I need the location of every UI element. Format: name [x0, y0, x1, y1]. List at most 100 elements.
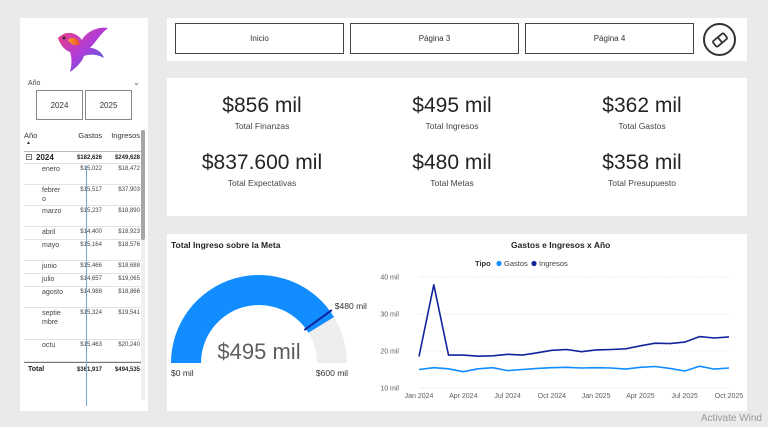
x-tick-label: Jul 2025 — [671, 393, 698, 400]
y-tick-label: 30 mil — [380, 312, 399, 319]
kpi-total-expectativas: $837.600 mil Total Expectativas — [167, 151, 357, 188]
month-ingresos: $18,472 — [118, 166, 140, 172]
nav-pagina-3-button[interactable]: Página 3 — [350, 23, 519, 54]
gauge-min-label: $0 mil — [171, 368, 194, 378]
x-tick-label: Oct 2024 — [538, 393, 567, 400]
collapse-icon[interactable]: − — [26, 154, 32, 160]
kpi-total-presupuesto: $358 mil Total Presupuesto — [547, 151, 737, 188]
total-row-gastos: $361,917 — [76, 366, 102, 373]
series-line-ingresos — [418, 284, 730, 357]
matrix-month-row: enero $15,022 $18,472 — [24, 164, 142, 185]
navigation-bar: Inicio Página 3 Página 4 — [167, 18, 747, 61]
gauge-target-marker — [303, 309, 333, 331]
header-ingresos[interactable]: Ingresos — [111, 131, 140, 140]
kpi-label: Total Metas — [430, 178, 474, 188]
matrix-total-row: Total $361,917 $494,535 — [24, 362, 142, 376]
month-gastos: $15,517 — [80, 187, 102, 193]
x-tick-label: Jan 2024 — [405, 393, 434, 400]
x-tick-label: Apr 2024 — [449, 393, 478, 400]
kpi-total-metas: $480 mil Total Metas — [357, 151, 547, 188]
kpi-total-gastos: $362 mil Total Gastos — [547, 94, 737, 131]
matrix-header-row: Año ▲ Gastos Ingresos — [24, 130, 142, 152]
x-tick-label: Oct 2025 — [715, 393, 743, 400]
sidebar-panel: Año ⌄ 2024 2025 Año ▲ Gastos Ingresos − … — [20, 18, 148, 411]
gauge-value-label: $495 mil — [217, 339, 300, 364]
month-gastos: $15,463 — [80, 342, 102, 348]
kpi-label: Total Ingresos — [425, 121, 479, 131]
month-label: marzo — [42, 208, 62, 215]
gauge-value-arc[interactable] — [171, 275, 335, 363]
month-gastos: $14,988 — [80, 289, 102, 295]
matrix-scrollbar-track[interactable] — [141, 130, 145, 400]
kpi-value: $837.600 mil — [201, 151, 323, 174]
matrix-month-row: septiembre $15,324 $19,541 — [24, 308, 142, 340]
month-gastos: $15,237 — [80, 208, 102, 214]
month-ingresos: $37,903 — [118, 187, 140, 193]
month-label: agosto — [42, 289, 64, 296]
month-label: febrero — [42, 187, 61, 203]
line-chart-x-axis: Jan 2024 Apr 2024 Jul 2024 Oct 2024 Jan 2025… — [405, 393, 743, 400]
chevron-down-icon[interactable]: ⌄ — [133, 78, 140, 87]
line-chart[interactable]: Tipo Gastos Ingresos 10 mil 20 mil 30 mil 40 … — [377, 254, 743, 409]
x-tick-label: Apr 2025 — [626, 393, 655, 400]
month-label: enero — [42, 166, 60, 173]
y-tick-label: 10 mil — [380, 386, 399, 393]
matrix-month-row: junio $15,466 $18,688 — [24, 261, 142, 274]
matrix-month-rows: enero $15,022 $18,472 febrero $15,517 $37,903… — [24, 164, 142, 362]
month-gastos: $14,400 — [80, 229, 102, 235]
month-label: mayo — [42, 242, 60, 249]
gauge-chart-title: Total Ingreso sobre la Meta — [171, 240, 281, 250]
charts-panel: Total Ingreso sobre la Meta $495 mil $0 … — [167, 234, 747, 411]
month-ingresos: $19,065 — [118, 276, 140, 282]
matrix-month-row: agosto $14,988 $18,866 — [24, 287, 142, 308]
kpi-value: $856 mil — [222, 94, 302, 117]
month-label: junio — [42, 263, 57, 270]
total-row-ingresos: $494,535 — [114, 366, 140, 373]
kpi-cards-panel: $856 mil Total Finanzas $495 mil Total I… — [167, 78, 747, 216]
line-chart-series — [418, 284, 730, 373]
month-ingresos: $19,541 — [118, 310, 140, 316]
matrix-month-row: abril $14,400 $18,923 — [24, 227, 142, 240]
month-ingresos: $18,923 — [118, 229, 140, 235]
month-label: abril — [42, 229, 56, 236]
gauge-chart[interactable]: $495 mil $0 mil $600 mil $480 mil — [167, 254, 377, 404]
month-gastos: $15,022 — [80, 166, 102, 172]
line-chart-title: Gastos e Ingresos x Año — [511, 240, 611, 250]
year-row-label: 2024 — [36, 153, 54, 162]
kpi-value: $362 mil — [602, 94, 682, 117]
legend-ingresos-marker — [531, 260, 537, 267]
matrix-year-row: − 2024 $182,626 $249,628 — [24, 152, 142, 164]
year-row-gastos: $182,626 — [76, 154, 102, 161]
matrix-scrollbar-thumb[interactable] — [141, 130, 145, 240]
line-chart-y-axis: 10 mil 20 mil 30 mil 40 mil — [380, 275, 399, 393]
month-ingresos: $20,240 — [118, 342, 140, 348]
header-gastos[interactable]: Gastos — [78, 131, 102, 140]
matrix-month-row: julio $14,657 $19,065 — [24, 274, 142, 287]
y-tick-label: 20 mil — [380, 349, 399, 356]
matrix-month-row: marzo $15,237 $18,890 — [24, 206, 142, 227]
clear-filters-eraser-icon[interactable] — [703, 23, 736, 56]
month-ingresos: $18,576 — [118, 242, 140, 248]
month-ingresos: $18,688 — [118, 263, 140, 269]
year-slicer-title: Año — [28, 80, 41, 87]
legend-gastos-marker — [496, 260, 502, 267]
y-tick-label: 40 mil — [380, 275, 399, 282]
year-row-ingresos: $249,628 — [114, 154, 140, 161]
month-ingresos: $18,866 — [118, 289, 140, 295]
x-tick-label: Jul 2024 — [494, 393, 521, 400]
month-label: julio — [42, 276, 55, 283]
header-year[interactable]: Año — [24, 131, 38, 140]
x-tick-label: Jan 2025 — [582, 393, 611, 400]
nav-pagina-4-button[interactable]: Página 4 — [525, 23, 694, 54]
matrix-month-row: febrero $15,517 $37,903 — [24, 185, 142, 206]
year-2024-button[interactable]: 2024 — [36, 90, 83, 120]
gauge-target-label: $480 mil — [335, 301, 367, 311]
nav-inicio-button[interactable]: Inicio — [175, 23, 344, 54]
year-2025-button[interactable]: 2025 — [85, 90, 132, 120]
kpi-value: $495 mil — [412, 94, 492, 117]
phoenix-logo-icon — [58, 27, 108, 72]
kpi-label: Total Expectativas — [227, 178, 297, 188]
line-chart-legend: Tipo Gastos Ingresos — [475, 259, 568, 268]
legend-ingresos-label: Ingresos — [539, 259, 568, 268]
kpi-value: $480 mil — [412, 151, 492, 174]
